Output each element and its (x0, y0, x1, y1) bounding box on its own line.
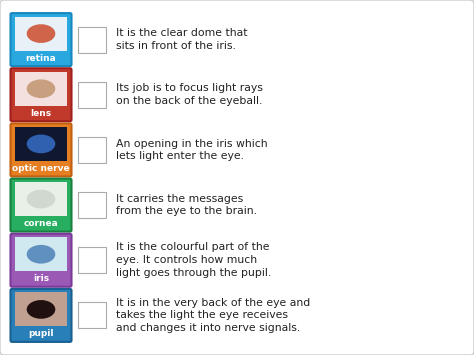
Bar (15, 237, 67, 271)
Bar (15, 72, 67, 106)
Ellipse shape (27, 135, 55, 153)
Ellipse shape (27, 300, 55, 319)
Ellipse shape (27, 245, 55, 264)
FancyBboxPatch shape (10, 234, 72, 287)
Text: cornea: cornea (24, 219, 58, 228)
Bar (78, 192, 106, 218)
FancyBboxPatch shape (10, 179, 72, 231)
Text: iris: iris (33, 274, 49, 283)
FancyBboxPatch shape (10, 289, 72, 342)
Text: pupil: pupil (28, 329, 54, 338)
Ellipse shape (27, 24, 55, 43)
Bar (78, 27, 106, 53)
Text: It is the clear dome that
sits in front of the iris.: It is the clear dome that sits in front … (116, 28, 247, 51)
Bar (15, 127, 67, 161)
Text: retina: retina (26, 54, 56, 62)
Bar (15, 182, 67, 216)
Ellipse shape (27, 80, 55, 98)
Text: An opening in the iris which
lets light enter the eye.: An opening in the iris which lets light … (116, 138, 268, 161)
Bar (78, 137, 106, 163)
Bar (78, 247, 106, 273)
Bar (15, 293, 67, 326)
Text: It is the colourful part of the
eye. It controls how much
light goes through the: It is the colourful part of the eye. It … (116, 242, 271, 278)
Text: optic nerve: optic nerve (12, 164, 70, 173)
Ellipse shape (27, 190, 55, 208)
Bar (15, 17, 67, 50)
Text: lens: lens (30, 109, 52, 118)
FancyBboxPatch shape (10, 68, 72, 121)
Text: It carries the messages
from the eye to the brain.: It carries the messages from the eye to … (116, 194, 257, 217)
Bar (78, 82, 106, 108)
Bar (78, 302, 106, 328)
Text: Its job is to focus light rays
on the back of the eyeball.: Its job is to focus light rays on the ba… (116, 83, 263, 106)
FancyBboxPatch shape (10, 13, 72, 66)
FancyBboxPatch shape (10, 124, 72, 176)
Text: It is in the very back of the eye and
takes the light the eye receives
and chang: It is in the very back of the eye and ta… (116, 297, 310, 333)
